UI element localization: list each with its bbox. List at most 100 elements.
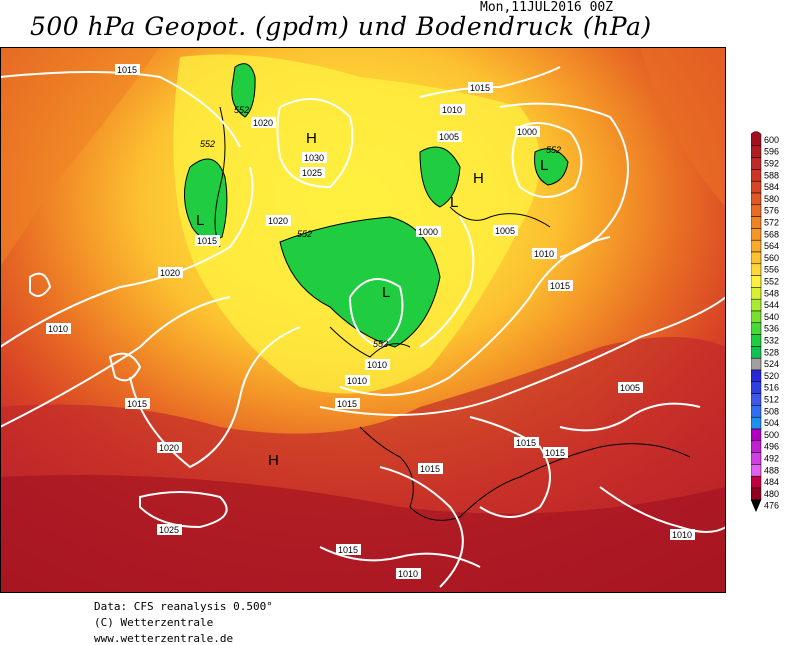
high-pressure-center: H xyxy=(306,130,317,147)
legend-swatch xyxy=(751,452,762,465)
legend-swatch xyxy=(751,357,762,371)
coastlines xyxy=(214,106,691,521)
svg-text:1030: 1030 xyxy=(304,153,324,163)
pressure-label: 1020 xyxy=(158,267,183,278)
legend-swatch xyxy=(751,263,762,276)
pressure-label: 1020 xyxy=(157,442,182,453)
svg-text:1025: 1025 xyxy=(159,525,179,535)
legend-label: 532 xyxy=(764,336,779,346)
pressure-label: 1005 xyxy=(618,382,643,393)
svg-text:1015: 1015 xyxy=(117,65,137,75)
legend-swatch xyxy=(751,475,762,489)
atlantic-low xyxy=(279,216,441,348)
color-legend: 6005965925885845805765725685645605565525… xyxy=(751,131,779,513)
legend-label: 508 xyxy=(764,406,779,416)
pressure-label: 1025 xyxy=(157,524,182,535)
low-pressure-center: L xyxy=(450,194,458,211)
legend-swatch xyxy=(751,487,762,501)
svg-text:1000: 1000 xyxy=(517,127,537,137)
pressure-label: 1015 xyxy=(336,544,361,555)
pressure-label: 1015 xyxy=(543,447,568,458)
legend-swatch xyxy=(751,239,762,253)
legend-label: 568 xyxy=(764,229,779,239)
footer-copyright: (C) Wetterzentrale xyxy=(94,616,214,629)
legend-label: 484 xyxy=(764,477,779,487)
legend-swatch xyxy=(751,440,762,453)
legend-label: 524 xyxy=(764,359,779,369)
legend-label: 564 xyxy=(764,241,779,251)
pressure-label: 1010 xyxy=(345,375,370,386)
svg-text:1010: 1010 xyxy=(398,569,418,579)
legend-swatch xyxy=(751,275,762,288)
pressure-label: 1000 xyxy=(416,226,441,237)
legend-label: 588 xyxy=(764,170,779,180)
legend-label: 528 xyxy=(764,347,779,357)
svg-text:1015: 1015 xyxy=(516,438,536,448)
pressure-label: 1015 xyxy=(514,437,539,448)
footer-data-source: Data: CFS reanalysis 0.500° xyxy=(94,600,273,613)
pressure-label: 1000 xyxy=(515,126,540,137)
pressure-label: 1010 xyxy=(365,359,390,370)
legend-label: 540 xyxy=(764,312,779,322)
greenland-low xyxy=(184,158,228,241)
legend-swatch xyxy=(751,322,762,335)
svg-text:1025: 1025 xyxy=(302,168,322,178)
svg-text:1005: 1005 xyxy=(439,132,459,142)
pressure-label: 1010 xyxy=(670,529,695,540)
legend-label: 512 xyxy=(764,395,779,405)
svg-text:1000: 1000 xyxy=(418,227,438,237)
legend-swatch xyxy=(751,251,762,265)
pressure-label: 1010 xyxy=(396,568,421,579)
legend-label: 580 xyxy=(764,194,779,204)
high-pressure-center: H xyxy=(268,452,279,469)
weather-map: 1015 1010 1015 1005 1000 1020 1030 1025 … xyxy=(0,47,726,593)
pressure-label: 1025 xyxy=(300,167,325,178)
legend-swatch xyxy=(751,180,762,194)
svg-text:1015: 1015 xyxy=(127,399,147,409)
svg-text:1010: 1010 xyxy=(347,376,367,386)
legend-swatch xyxy=(751,346,762,359)
legend-swatch xyxy=(751,216,762,229)
greenland-north-low xyxy=(231,63,256,118)
russia-low xyxy=(534,148,569,186)
pressure-label: 1020 xyxy=(251,117,276,128)
legend-label: 504 xyxy=(764,418,779,428)
legend-swatch xyxy=(751,310,762,324)
legend-swatch xyxy=(751,298,762,312)
pressure-label: 1015 xyxy=(548,280,573,291)
svg-text:1010: 1010 xyxy=(48,324,68,334)
pressure-label: 1015 xyxy=(195,235,220,246)
low-pressure-center: L xyxy=(382,284,390,301)
svg-text:1020: 1020 xyxy=(253,118,273,128)
pressure-label: 1020 xyxy=(266,215,291,226)
chart-title: 500 hPa Geopot. (gpdm) und Bodendruck (h… xyxy=(30,12,652,41)
legend-swatch xyxy=(751,369,762,383)
legend-label: 576 xyxy=(764,206,779,216)
svg-text:1020: 1020 xyxy=(159,443,179,453)
legend-swatch xyxy=(751,334,762,347)
legend-swatch xyxy=(751,499,762,513)
svg-text:1020: 1020 xyxy=(160,268,180,278)
pressure-label: 1015 xyxy=(115,64,140,75)
svg-text:1015: 1015 xyxy=(420,464,440,474)
pressure-label: 1010 xyxy=(440,104,465,115)
legend-label: 552 xyxy=(764,277,779,287)
legend-label: 492 xyxy=(764,454,779,464)
pressure-label: 1010 xyxy=(46,323,71,334)
svg-text:1005: 1005 xyxy=(620,383,640,393)
legend-label: 536 xyxy=(764,324,779,334)
legend-swatch xyxy=(751,416,762,430)
legend-swatch xyxy=(751,405,762,418)
legend-label: 476 xyxy=(764,501,779,511)
legend-label: 556 xyxy=(764,265,779,275)
svg-text:1010: 1010 xyxy=(442,105,462,115)
legend-label: 480 xyxy=(764,489,779,499)
legend-label: 596 xyxy=(764,147,779,157)
legend-label: 520 xyxy=(764,371,779,381)
pressure-label: 1015 xyxy=(418,463,443,474)
svg-text:1015: 1015 xyxy=(550,281,570,291)
legend-swatch xyxy=(751,169,762,182)
pressure-label: 1015 xyxy=(335,398,360,409)
legend-label: 488 xyxy=(764,465,779,475)
geopot-label: 552 xyxy=(200,139,215,149)
